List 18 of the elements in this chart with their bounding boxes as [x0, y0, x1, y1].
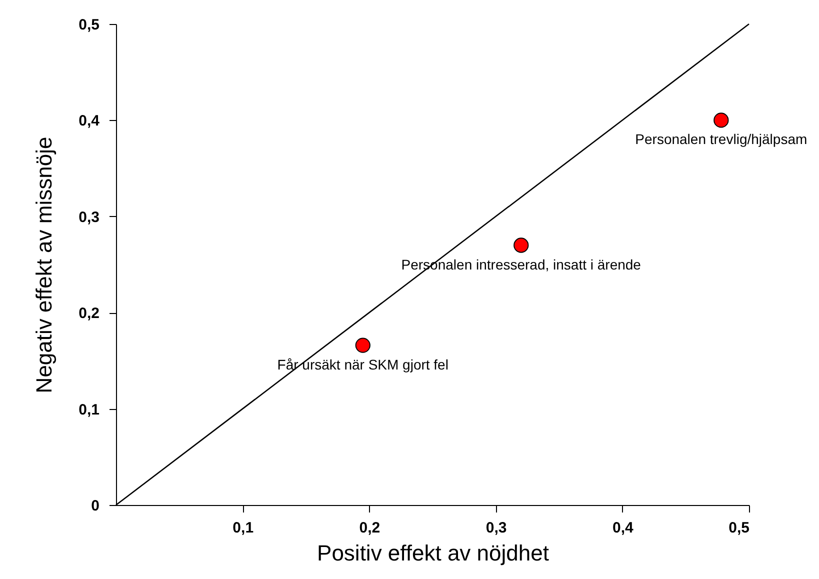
- y-tick-label: 0,1: [78, 401, 100, 418]
- y-tick-label: 0,3: [78, 208, 100, 226]
- point: [355, 338, 370, 353]
- y-axis-title: Negativ effekt av missnöje: [32, 136, 57, 394]
- x-tick-label: 0,2: [359, 520, 380, 536]
- y-tick-label: 0,4: [78, 112, 100, 130]
- y-tick-label: 0,2: [78, 305, 100, 322]
- x-axis-title: Positiv effekt av nöjdhet: [317, 540, 549, 566]
- x-tick-label: 0,3: [486, 520, 507, 536]
- point: [714, 112, 729, 128]
- point: [514, 238, 529, 253]
- x-tick-label: 0,5: [728, 520, 750, 536]
- y-tick-label: 0,5: [78, 16, 100, 34]
- x-tick-label: 0,4: [612, 520, 634, 536]
- x-tick-label: 0,1: [232, 520, 254, 536]
- annotation: Personalen trevlig/hjälpsam: [635, 131, 808, 148]
- y-tick-label: 0: [91, 498, 100, 514]
- annotation: Får ursäkt när SKM gjort fel: [277, 356, 448, 372]
